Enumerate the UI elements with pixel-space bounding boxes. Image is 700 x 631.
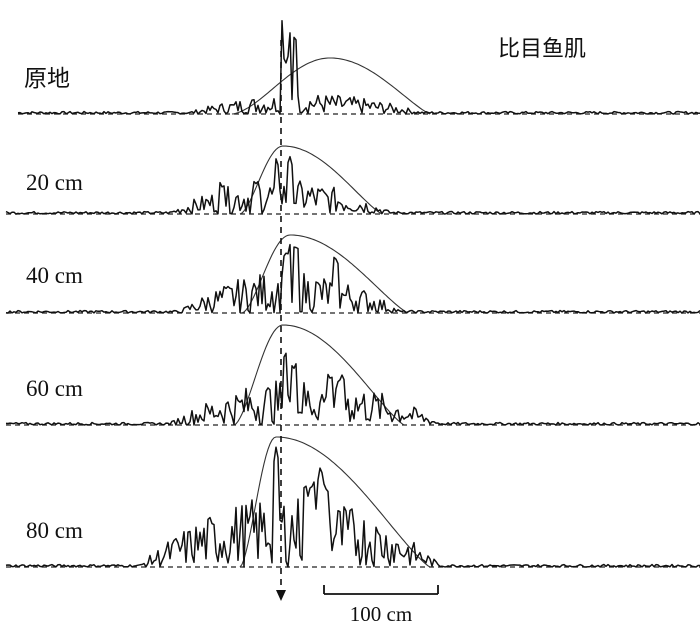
emg-trace-0 bbox=[17, 20, 700, 115]
envelope-curve-4 bbox=[239, 436, 431, 568]
envelope-curve-2 bbox=[241, 234, 409, 314]
panel-label-3: 60 cm bbox=[26, 376, 83, 401]
emg-trace-3 bbox=[5, 352, 700, 426]
scale-bar-label: 100 cm bbox=[350, 602, 412, 626]
emg-trace-2 bbox=[5, 243, 700, 314]
scale-bar bbox=[323, 585, 439, 595]
emg-trace-4 bbox=[5, 446, 700, 568]
panel-label-4: 80 cm bbox=[26, 518, 83, 543]
panel-label-2: 40 cm bbox=[26, 263, 83, 288]
reference-arrow-icon bbox=[276, 590, 286, 601]
envelope-curve-3 bbox=[233, 324, 405, 426]
emg-trace-1 bbox=[5, 155, 700, 215]
muscle-label: 比目鱼肌 bbox=[498, 37, 586, 62]
panel-label-1: 20 cm bbox=[26, 170, 83, 195]
emg-traces bbox=[5, 20, 700, 568]
panel-label-0: 原地 bbox=[24, 66, 70, 91]
envelope-curve-0 bbox=[231, 57, 431, 115]
envelope-curve-1 bbox=[239, 145, 383, 215]
